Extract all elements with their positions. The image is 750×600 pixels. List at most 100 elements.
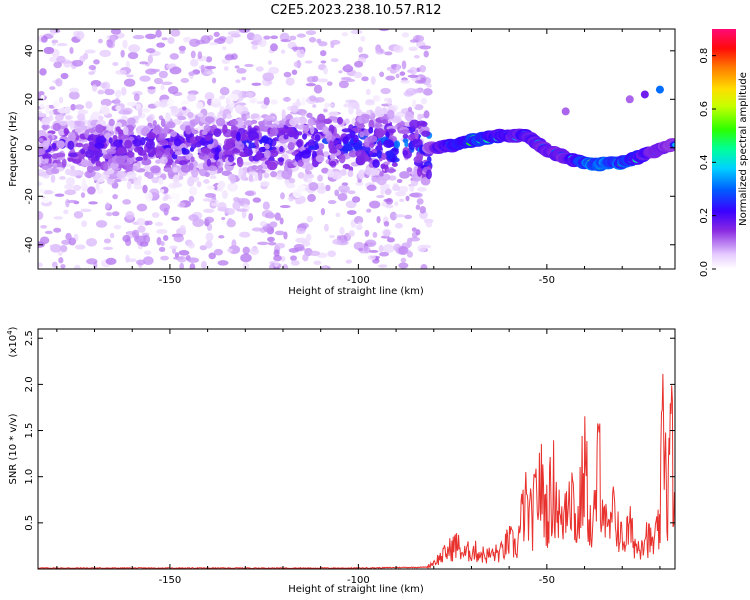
heatmap-noise-cell — [406, 251, 414, 258]
heatmap-band-cell — [136, 161, 141, 170]
heatmap-noise-cell — [416, 198, 424, 205]
heatmap-band-cell — [348, 105, 354, 115]
heatmap-noise-cell — [385, 75, 396, 81]
heatmap-band-cell — [75, 120, 82, 127]
heatmap-noise-cell — [251, 82, 262, 86]
heatmap-noise-cell — [136, 217, 146, 226]
heatmap-band-cell — [67, 157, 73, 162]
heatmap-noise-cell — [155, 29, 162, 38]
heatmap-band-cell — [64, 183, 74, 190]
heatmap-noise-cell — [187, 257, 200, 263]
heatmap-band-cell — [196, 101, 204, 110]
heatmap-noise-cell — [63, 209, 69, 215]
heatmap-noise-cell — [127, 51, 139, 60]
heatmap-band-cell — [376, 176, 387, 186]
heatmap-band-cell — [385, 150, 395, 160]
heatmap-noise-cell — [132, 34, 145, 40]
heatmap-noise-cell — [181, 106, 187, 111]
heatmap-band-cell — [358, 169, 366, 180]
heatmap-noise-cell — [299, 222, 309, 229]
heatmap-band-cell — [333, 139, 339, 145]
heatmap-noise-cell — [317, 174, 323, 182]
heatmap-noise-cell — [313, 84, 323, 94]
heatmap-noise-cell — [160, 255, 169, 261]
heatmap-band-cell — [289, 118, 298, 126]
heatmap-noise-cell — [406, 239, 412, 248]
heatmap-band-cell — [172, 174, 180, 184]
heatmap-noise-cell — [306, 215, 314, 223]
heatmap-noise-cell — [227, 217, 233, 225]
heatmap-noise-cell — [88, 64, 97, 71]
heatmap-noise-cell — [249, 247, 260, 255]
heatmap-noise-cell — [44, 230, 53, 235]
heatmap-band-cell — [257, 171, 263, 181]
heatmap-noise-cell — [146, 220, 153, 226]
heatmap-noise-cell — [231, 239, 237, 249]
heatmap-noise-cell — [125, 211, 135, 220]
heatmap-noise-cell — [376, 194, 385, 199]
heatmap-noise-cell — [58, 96, 64, 104]
heatmap-noise-cell — [70, 103, 76, 111]
heatmap-band-cell — [163, 167, 174, 173]
heatmap-band-cell — [369, 141, 375, 149]
heatmap-band-cell — [39, 188, 45, 194]
heatmap-noise-cell — [115, 69, 128, 75]
heatmap-band-cell — [301, 96, 306, 106]
heatmap-band-cell — [423, 110, 430, 119]
heatmap-band-cell — [341, 128, 353, 133]
heatmap-noise-cell — [55, 78, 63, 87]
heatmap-noise-cell — [217, 260, 229, 266]
heatmap-band-cell — [81, 178, 87, 189]
heatmap-noise-cell — [320, 208, 326, 216]
heatmap-noise-cell — [282, 263, 289, 269]
heatmap-noise-cell — [38, 91, 45, 96]
heatmap-noise-cell — [396, 178, 403, 184]
snr-plot-frame — [37, 328, 676, 570]
heatmap-noise-cell — [106, 39, 113, 48]
heatmap-band-cell — [400, 129, 411, 135]
heatmap-noise-cell — [394, 214, 405, 218]
heatmap-noise-cell — [365, 88, 371, 96]
heatmap-noise-cell — [280, 39, 292, 43]
heatmap-noise-cell — [122, 234, 131, 243]
heatmap-band-cell — [38, 172, 48, 177]
heatmap-noise-cell — [412, 88, 425, 94]
heatmap-band-cell — [250, 119, 258, 124]
heatmap-band-cell — [197, 112, 204, 118]
heatmap-band-cell — [101, 107, 110, 116]
heatmap-band-cell — [150, 165, 161, 174]
heatmap-band-cell — [133, 146, 142, 153]
heatmap-noise-cell — [240, 253, 252, 263]
heatmap-noise-cell — [221, 216, 226, 221]
heatmap-noise-cell — [204, 65, 217, 70]
heatmap-band-cell — [374, 128, 385, 138]
heatmap-noise-cell — [162, 235, 169, 242]
heatmap-noise-cell — [257, 241, 269, 246]
heatmap-noise-cell — [367, 254, 376, 261]
heatmap-noise-cell — [88, 201, 98, 205]
heatmap-noise-cell — [156, 237, 162, 246]
heatmap-noise-cell — [213, 248, 224, 256]
heatmap-noise-cell — [409, 185, 415, 192]
heatmap-noise-cell — [318, 41, 328, 47]
heatmap-band-cell — [372, 159, 380, 168]
heatmap-band-cell — [40, 94, 45, 100]
heatmap-noise-cell — [64, 115, 74, 120]
heatmap-band-cell — [91, 111, 101, 119]
x-tick-label: -50 — [539, 575, 555, 586]
heatmap-noise-cell — [412, 192, 423, 198]
heatmap-band-cell — [122, 126, 129, 136]
heatmap-noise-cell — [51, 261, 58, 268]
heatmap-band-cell — [180, 100, 191, 105]
heatmap-noise-cell — [301, 240, 311, 247]
heatmap-noise-cell — [348, 230, 355, 237]
heatmap-noise-cell — [399, 71, 406, 76]
heatmap-band-cell — [160, 118, 166, 128]
heatmap-noise-cell — [200, 64, 205, 74]
heatmap-noise-cell — [179, 50, 186, 54]
heatmap-band-cell — [155, 159, 161, 164]
heatmap-band-cell — [97, 177, 105, 183]
heatmap-noise-cell — [71, 59, 84, 67]
heatmap-band-cell — [166, 121, 176, 129]
